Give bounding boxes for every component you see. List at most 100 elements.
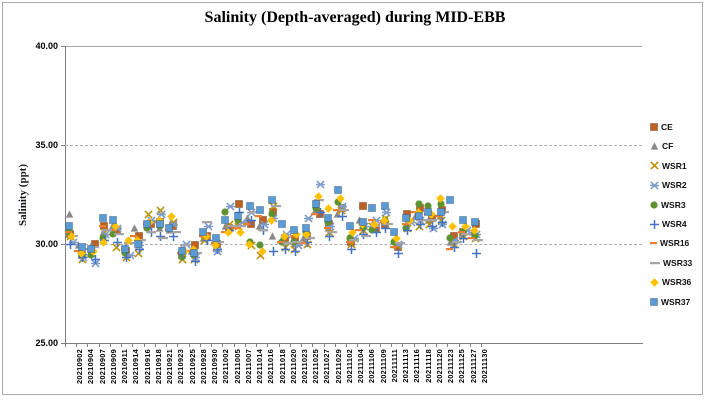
diamond-marker-icon	[650, 277, 659, 287]
x-tick-mark	[233, 344, 235, 347]
data-point-WSR37	[165, 223, 174, 232]
data-point-WSR16	[99, 224, 107, 228]
data-point-WSR4	[90, 255, 100, 265]
data-point-WSR36	[301, 229, 311, 239]
data-point-WSR36	[461, 221, 470, 231]
data-point-WSR16	[108, 228, 116, 232]
x-tick-label: 20210925	[187, 349, 197, 384]
data-point-WSR36	[223, 227, 233, 237]
data-point-WSR16	[467, 236, 475, 240]
data-point-WSR33	[270, 204, 281, 208]
x-tick-label: 20211125	[457, 349, 467, 384]
long-dash-marker-icon	[650, 261, 660, 265]
data-point-WSR36	[267, 216, 277, 225]
x-tick-mark	[65, 344, 66, 347]
chart-title: Salinity (Depth-averaged) during MID-EBB	[204, 9, 506, 26]
data-point-WSR37	[246, 201, 255, 210]
data-point-WSR37	[65, 221, 74, 230]
legend-label: WSR36	[662, 277, 692, 288]
legend-item-CE: CE	[650, 121, 673, 133]
legend-item-WSR36: WSR36	[650, 276, 691, 288]
data-point-WSR36	[370, 219, 380, 229]
x-tick-label: 20211023	[299, 349, 309, 384]
x-tick-mark	[166, 344, 168, 347]
data-point-WSR16	[345, 240, 353, 244]
data-point-WSR33	[201, 220, 212, 224]
x-tick-label: 20210923	[176, 349, 186, 384]
data-point-WSR37	[177, 247, 186, 256]
data-point-WSR37	[333, 186, 342, 195]
data-point-WSR36	[292, 229, 301, 239]
data-point-WSR36	[111, 221, 120, 231]
x-tick-mark	[447, 344, 449, 347]
data-point-WSR36	[98, 237, 108, 247]
data-point-WSR33	[170, 230, 181, 234]
data-point-WSR37	[155, 219, 164, 228]
data-point-WSR37	[277, 219, 286, 228]
x-tick-mark	[267, 344, 269, 347]
x-tick-mark	[211, 344, 213, 347]
x-tick-mark	[143, 344, 145, 347]
x-tick-mark	[199, 344, 201, 347]
data-point-CE	[234, 199, 243, 208]
data-point-WSR33	[282, 241, 293, 245]
x-tick-label: 20211127	[468, 349, 478, 384]
y-tick-mark	[61, 343, 66, 344]
data-point-WSR37	[471, 217, 480, 226]
data-point-WSR3	[446, 233, 454, 242]
x-tick-label: 20211002	[221, 349, 231, 384]
data-point-WSR4	[168, 231, 178, 241]
data-point-WSR16	[333, 208, 341, 212]
x-tick-mark	[379, 344, 381, 347]
x-tick-mark	[98, 344, 100, 347]
x-tick-label: 20211111	[389, 349, 399, 383]
data-point-WSR33	[123, 241, 134, 245]
x-tick-mark	[346, 344, 348, 347]
data-point-WSR37	[77, 243, 86, 252]
x-tick-label: 20211005	[232, 349, 242, 384]
x-tick-mark	[301, 344, 303, 347]
data-point-WSR16	[130, 234, 138, 238]
x-tick-mark	[458, 344, 460, 347]
data-point-WSR2	[316, 180, 326, 189]
x-tick-mark	[188, 344, 190, 347]
x-tick-label: 20210928	[198, 349, 208, 384]
legend-label: WSR16	[660, 238, 690, 249]
data-point-WSR37	[346, 221, 355, 230]
circle-marker-icon	[650, 200, 658, 209]
data-point-WSR16	[242, 222, 250, 226]
data-point-CE	[359, 201, 368, 210]
data-point-WSR4	[371, 227, 381, 237]
data-point-WSR33	[339, 208, 350, 212]
data-point-CF	[130, 224, 139, 232]
legend-item-WSR1: WSR1	[650, 160, 687, 172]
data-point-WSR33	[304, 236, 315, 240]
data-point-WSR37	[458, 215, 467, 224]
data-point-WSR3	[415, 200, 423, 208]
data-point-WSR37	[424, 207, 433, 216]
legend-label: WSR4	[662, 219, 687, 229]
x-tick-mark	[289, 344, 291, 347]
data-point-WSR4	[403, 225, 413, 235]
data-point-WSR4	[437, 217, 447, 227]
data-point-WSR33	[382, 222, 393, 226]
data-point-WSR36	[392, 233, 401, 243]
data-point-WSR33	[236, 224, 247, 228]
x-tick-label: 20211020	[288, 349, 298, 384]
data-point-WSR37	[99, 213, 108, 222]
data-point-WSR16	[289, 234, 297, 238]
data-point-CF	[221, 222, 230, 230]
data-point-CF	[65, 210, 74, 218]
data-point-WSR33	[451, 240, 462, 244]
x-tick-mark	[87, 344, 89, 347]
data-point-WSR37	[108, 215, 117, 224]
data-point-WSR37	[358, 217, 367, 226]
data-point-WSR37	[446, 195, 455, 204]
x-tick-label: 20210902	[75, 349, 85, 384]
data-point-WSR33	[314, 198, 325, 202]
data-point-WSR4	[415, 219, 425, 229]
data-point-WSR4	[303, 237, 313, 247]
x-tick-mark	[256, 344, 258, 347]
data-point-WSR33	[426, 218, 437, 222]
